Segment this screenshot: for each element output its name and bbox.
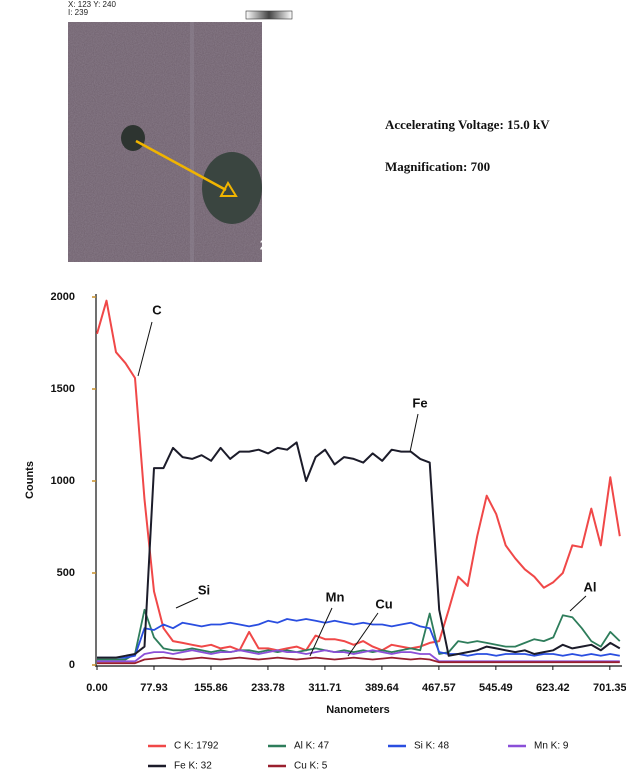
annotation: Cu bbox=[375, 596, 392, 611]
annotation: Al bbox=[584, 579, 597, 594]
y-axis-label: Counts bbox=[24, 461, 36, 499]
x-tick-label: 155.86 bbox=[194, 682, 228, 694]
x-tick-label: 545.49 bbox=[479, 682, 513, 694]
x-tick-label: 389.64 bbox=[365, 682, 400, 694]
legend-label: C K: 1792 bbox=[174, 741, 219, 752]
legend-label: Fe K: 32 bbox=[174, 761, 212, 772]
x-tick-label: 233.78 bbox=[251, 682, 285, 694]
particle bbox=[121, 125, 145, 151]
legend-label: Mn K: 9 bbox=[534, 741, 569, 752]
y-tick-label: 0 bbox=[69, 659, 75, 671]
micrograph-texture bbox=[68, 22, 262, 262]
annotation-leader bbox=[176, 598, 198, 608]
annotation: Mn bbox=[326, 589, 345, 604]
annotation: Fe bbox=[412, 395, 427, 410]
acquisition-info: Magnification: 700 bbox=[385, 159, 490, 174]
figure: 250 nm X: 123 Y: 240 I: 239 Accelerating… bbox=[0, 0, 626, 776]
y-tick-label: 2000 bbox=[51, 291, 75, 303]
y-tick-label: 1000 bbox=[51, 475, 75, 487]
annotation: Si bbox=[198, 582, 210, 597]
micrograph-header: I: 239 bbox=[68, 8, 89, 17]
plot-area bbox=[97, 301, 620, 664]
annotation-leader bbox=[138, 322, 152, 376]
x-tick-label: 467.57 bbox=[422, 682, 456, 694]
x-tick-label: 77.93 bbox=[140, 682, 168, 694]
legend-label: Al K: 47 bbox=[294, 741, 329, 752]
legend-label: Si K: 48 bbox=[414, 741, 449, 752]
scale-bar-label: 250 nm bbox=[260, 237, 307, 253]
annotation-leader bbox=[410, 414, 418, 452]
scan-artifact bbox=[190, 22, 194, 262]
series-line bbox=[97, 442, 620, 657]
color-bar bbox=[246, 11, 292, 19]
y-tick-label: 500 bbox=[57, 567, 75, 579]
acquisition-info: Accelerating Voltage: 15.0 kV bbox=[385, 117, 550, 132]
x-tick-label: 701.35 bbox=[593, 682, 626, 694]
series-line bbox=[97, 301, 620, 651]
annotation: C bbox=[152, 302, 162, 317]
x-tick-label: 311.71 bbox=[308, 682, 341, 694]
x-tick-label: 0.00 bbox=[86, 682, 107, 694]
x-axis-label: Nanometers bbox=[326, 704, 390, 716]
legend-label: Cu K: 5 bbox=[294, 761, 328, 772]
x-tick-label: 623.42 bbox=[536, 682, 570, 694]
micrograph: 250 nm X: 123 Y: 240 I: 239 bbox=[68, 0, 306, 262]
annotation-leader bbox=[570, 596, 586, 611]
y-tick-label: 1500 bbox=[51, 383, 75, 395]
